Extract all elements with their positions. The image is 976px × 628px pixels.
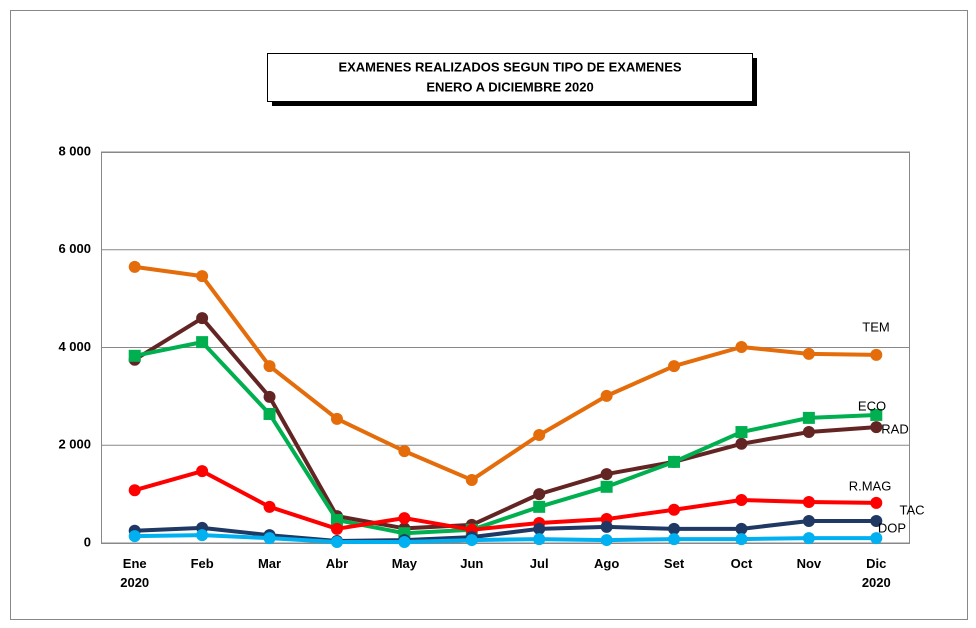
series-label: TEM bbox=[862, 319, 889, 334]
series-label: DOP bbox=[878, 520, 906, 535]
marker bbox=[735, 341, 748, 354]
series-line bbox=[134, 533, 877, 545]
marker bbox=[196, 529, 209, 542]
marker bbox=[668, 522, 681, 535]
marker bbox=[870, 348, 883, 361]
series-label: ECO bbox=[858, 398, 886, 413]
marker bbox=[870, 532, 883, 545]
marker bbox=[196, 336, 209, 349]
marker bbox=[128, 349, 141, 362]
marker bbox=[263, 532, 276, 545]
x-tick-label: Dic 2020 bbox=[862, 556, 891, 590]
marker bbox=[263, 390, 276, 403]
marker bbox=[600, 468, 613, 481]
marker bbox=[735, 533, 748, 546]
marker bbox=[533, 533, 546, 546]
x-tick-label: Set bbox=[664, 556, 685, 571]
title-box bbox=[267, 53, 753, 102]
y-tick-label: 8 000 bbox=[58, 143, 91, 158]
marker bbox=[330, 412, 343, 425]
series-line bbox=[134, 469, 877, 532]
marker bbox=[196, 312, 209, 325]
marker bbox=[600, 520, 613, 533]
series-label: R.MAG bbox=[849, 478, 892, 493]
marker bbox=[735, 493, 748, 506]
marker bbox=[128, 530, 141, 543]
marker bbox=[398, 445, 411, 458]
marker bbox=[802, 515, 815, 528]
marker bbox=[263, 360, 276, 373]
y-tick-label: 2 000 bbox=[58, 437, 91, 452]
marker bbox=[870, 408, 883, 421]
marker bbox=[600, 480, 613, 493]
marker bbox=[533, 500, 546, 513]
marker bbox=[398, 536, 411, 549]
x-tick-label: Mar bbox=[258, 556, 281, 571]
x-tick-label: Ene 2020 bbox=[120, 556, 149, 590]
marker bbox=[735, 426, 748, 439]
series-label: TAC bbox=[899, 502, 924, 517]
x-tick-label: Nov bbox=[797, 556, 822, 571]
marker bbox=[668, 533, 681, 546]
x-tick-label: Oct bbox=[731, 556, 753, 571]
marker bbox=[330, 536, 343, 549]
marker bbox=[802, 495, 815, 508]
marker bbox=[465, 473, 478, 486]
marker bbox=[870, 496, 883, 509]
x-tick-label: May bbox=[392, 556, 418, 571]
marker bbox=[870, 421, 883, 434]
marker bbox=[465, 534, 478, 547]
marker bbox=[600, 389, 613, 402]
x-tick-label: Abr bbox=[326, 556, 348, 571]
x-tick-label: Ago bbox=[594, 556, 619, 571]
y-tick-label: 6 000 bbox=[58, 241, 91, 256]
marker bbox=[802, 411, 815, 424]
series-line bbox=[134, 264, 877, 482]
marker bbox=[533, 522, 546, 535]
marker bbox=[600, 534, 613, 547]
x-tick-label: Jun bbox=[460, 556, 483, 571]
marker bbox=[263, 407, 276, 420]
marker bbox=[735, 437, 748, 450]
y-tick-label: 0 bbox=[84, 534, 91, 549]
x-tick-label: Jul bbox=[530, 556, 549, 571]
marker bbox=[668, 503, 681, 516]
marker bbox=[735, 522, 748, 535]
marker bbox=[398, 512, 411, 525]
marker bbox=[533, 428, 546, 441]
marker bbox=[196, 465, 209, 478]
marker bbox=[802, 532, 815, 545]
x-tick-label: Feb bbox=[191, 556, 214, 571]
chart-title: EXAMENES REALIZADOS SEGUN TIPO DE EXAMEN… bbox=[338, 59, 681, 74]
series-line bbox=[134, 519, 877, 544]
marker bbox=[870, 515, 883, 528]
y-tick-label: 4 000 bbox=[58, 339, 91, 354]
series-label: RAD bbox=[881, 421, 908, 436]
chart-subtitle: ENERO A DICIEMBRE 2020 bbox=[426, 79, 593, 94]
marker bbox=[802, 426, 815, 439]
marker bbox=[668, 455, 681, 468]
marker bbox=[330, 522, 343, 535]
marker bbox=[263, 500, 276, 513]
series-line bbox=[134, 340, 877, 536]
marker bbox=[196, 270, 209, 283]
marker bbox=[668, 360, 681, 373]
series-line bbox=[133, 316, 877, 531]
marker bbox=[802, 347, 815, 360]
marker bbox=[128, 260, 141, 273]
marker bbox=[330, 514, 343, 527]
marker bbox=[533, 488, 546, 501]
marker bbox=[128, 484, 141, 497]
